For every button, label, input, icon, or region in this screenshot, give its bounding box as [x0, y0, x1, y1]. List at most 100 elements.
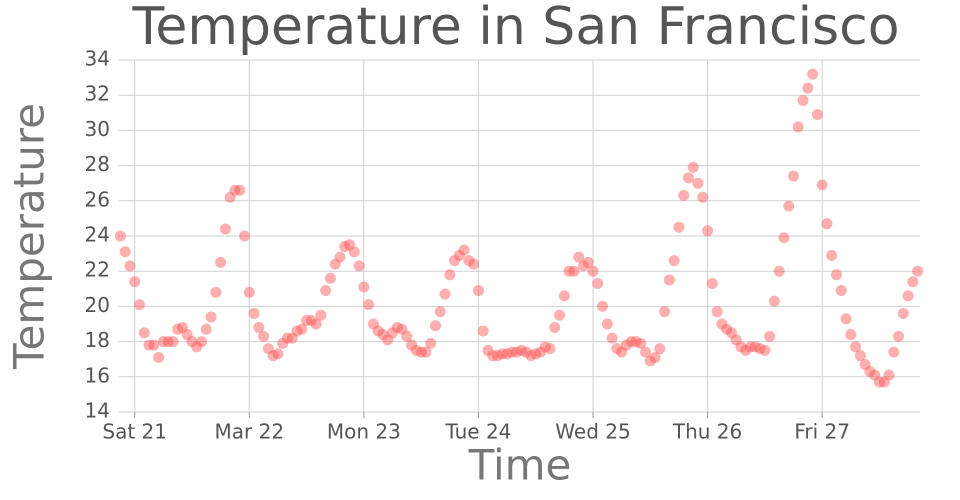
data-point	[749, 341, 761, 353]
data-point	[611, 343, 623, 355]
data-point	[816, 179, 828, 191]
data-point	[644, 355, 656, 367]
data-point	[301, 314, 313, 326]
y-axis-label: Temperature	[5, 103, 54, 370]
data-point	[153, 351, 165, 363]
data-point	[501, 348, 513, 360]
data-point	[869, 369, 881, 381]
y-tick-label: 18	[85, 328, 110, 352]
data-point	[778, 232, 790, 244]
data-point	[258, 330, 270, 342]
data-point	[702, 225, 714, 237]
data-point	[324, 272, 336, 284]
data-point	[215, 256, 227, 268]
data-point	[492, 350, 504, 362]
data-point	[740, 344, 752, 356]
data-point	[176, 322, 188, 334]
data-point	[458, 244, 470, 256]
data-point	[262, 343, 274, 355]
data-point	[234, 184, 246, 196]
data-point	[888, 346, 900, 358]
x-tick-label: Sat 21	[102, 420, 167, 444]
data-point	[367, 318, 379, 330]
data-point	[678, 190, 690, 202]
data-point	[597, 300, 609, 312]
data-point	[730, 334, 742, 346]
data-point	[558, 290, 570, 302]
data-point	[219, 223, 231, 235]
data-point	[444, 269, 456, 281]
x-tick-label: Mon 23	[327, 420, 401, 444]
data-point	[692, 177, 704, 189]
data-point	[687, 161, 699, 173]
data-point	[138, 327, 150, 339]
data-point	[329, 258, 341, 270]
data-point	[363, 299, 375, 311]
data-point	[601, 318, 613, 330]
data-point	[864, 366, 876, 378]
x-tick-label: Thu 26	[672, 420, 742, 444]
data-point	[663, 274, 675, 286]
data-point	[773, 265, 785, 277]
data-point	[210, 286, 222, 298]
data-point	[157, 336, 169, 348]
data-point	[129, 276, 141, 288]
data-point	[759, 344, 771, 356]
data-point	[826, 249, 838, 261]
data-point	[835, 285, 847, 297]
data-point	[386, 327, 398, 339]
y-tick-label: 26	[85, 187, 110, 211]
data-point	[482, 344, 494, 356]
data-point	[162, 336, 174, 348]
data-point	[286, 332, 298, 344]
data-point	[735, 341, 747, 353]
data-point	[811, 109, 823, 121]
data-point	[239, 230, 251, 242]
data-point	[410, 344, 422, 356]
data-point	[520, 346, 532, 358]
data-point	[659, 306, 671, 318]
data-point	[525, 350, 537, 362]
data-point	[272, 348, 284, 360]
data-point	[344, 239, 356, 251]
data-point	[434, 306, 446, 318]
data-point	[429, 320, 441, 332]
data-point	[515, 344, 527, 356]
data-point	[348, 246, 360, 258]
data-point	[167, 336, 179, 348]
data-point	[840, 313, 852, 325]
data-point	[453, 249, 465, 261]
data-point	[640, 346, 652, 358]
data-point	[248, 307, 260, 319]
data-point	[568, 265, 580, 277]
data-point	[391, 322, 403, 334]
data-point	[281, 332, 293, 344]
data-point	[415, 346, 427, 358]
data-point	[172, 323, 184, 335]
data-point	[807, 68, 819, 80]
data-point	[253, 322, 265, 334]
data-point	[654, 343, 666, 355]
data-point	[630, 336, 642, 348]
data-point	[682, 172, 694, 184]
data-point	[587, 265, 599, 277]
data-point	[291, 325, 303, 337]
data-point	[530, 348, 542, 360]
y-tick-label: 20	[85, 293, 110, 317]
y-tick-label: 22	[85, 258, 110, 282]
data-point	[573, 251, 585, 263]
data-point	[401, 330, 413, 342]
data-point	[711, 306, 723, 318]
data-point	[635, 337, 647, 349]
data-point	[425, 337, 437, 349]
data-point	[191, 341, 203, 353]
data-point	[706, 278, 718, 290]
data-point	[224, 191, 236, 203]
data-point	[649, 351, 661, 363]
x-tick-label: Mar 22	[215, 420, 285, 444]
data-point	[358, 281, 370, 293]
data-point	[792, 121, 804, 133]
data-point	[783, 200, 795, 212]
data-point	[181, 329, 193, 341]
